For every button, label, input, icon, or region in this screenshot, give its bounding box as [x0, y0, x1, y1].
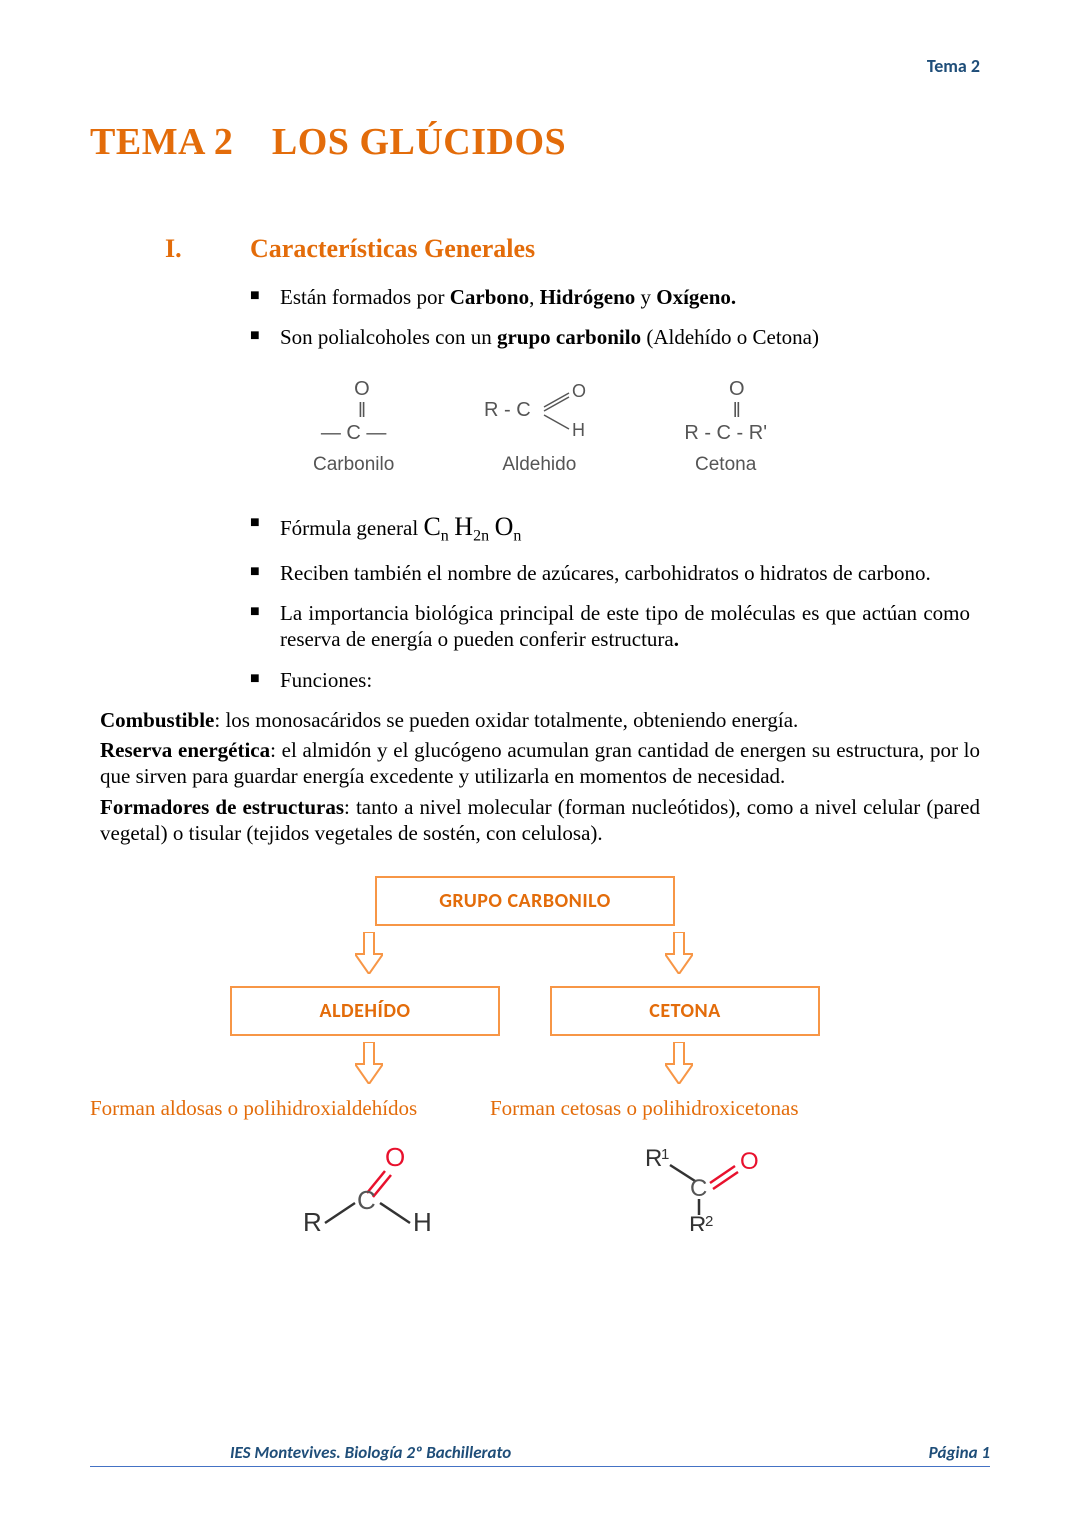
bullet-item: Son polialcoholes con un grupo carbonilo… — [250, 324, 970, 350]
section-heading: I.Características Generales — [165, 234, 990, 264]
ketone-molecule: R 1 C O R 2 — [615, 1141, 795, 1231]
text: , — [529, 285, 540, 309]
diagram-box-top: GRUPO CARBONILO — [375, 876, 675, 926]
text-bold: Combustible — [100, 708, 214, 732]
bullet-item: La importancia biológica principal de es… — [250, 600, 970, 653]
chem-structure: R - C O H — [484, 376, 594, 446]
diagram-text-right: Forman cetosas o polihidroxicetonas — [490, 1096, 799, 1121]
svg-text:1: 1 — [661, 1146, 669, 1163]
down-arrow-icon — [355, 1042, 383, 1084]
text-bold: Carbono — [450, 285, 529, 309]
svg-text:R: R — [303, 1207, 322, 1231]
bullet-list-bottom: Fórmula general Cn H2n On Reciben tambié… — [250, 511, 970, 693]
down-arrow-icon — [355, 932, 383, 974]
text-bold: Hidrógeno — [540, 285, 636, 309]
text: Están formados por — [280, 285, 450, 309]
chemical-structures-row: O ‖ — C — Carbonilo R - C O H Aldehido O… — [90, 376, 990, 476]
svg-text:C: C — [690, 1175, 707, 1202]
diagram-box-left: ALDEHÍDO — [230, 986, 500, 1036]
section-roman: I. — [165, 234, 250, 264]
functions-block: Combustible: los monosacáridos se pueden… — [100, 707, 980, 846]
page-footer: IES Montevives. Biología 2º Bachillerato… — [90, 1442, 990, 1467]
bullet-list-top: Están formados por Carbono, Hidrógeno y … — [250, 284, 970, 351]
main-title: TEMA 2 LOS GLÚCIDOS — [90, 120, 990, 164]
svg-text:R: R — [645, 1145, 662, 1172]
diagram-box-right: CETONA — [550, 986, 820, 1036]
footer-right: Página 1 — [929, 1442, 990, 1463]
text: Fórmula general — [280, 516, 423, 540]
svg-text:C: C — [357, 1185, 376, 1215]
header-tag: Tema 2 — [927, 55, 980, 77]
bullet-item: Fórmula general Cn H2n On — [250, 511, 970, 546]
chem-label: Cetona — [684, 454, 767, 476]
function-line: Reserva energética: el almidón y el gluc… — [100, 737, 980, 790]
carbonilo-diagram: GRUPO CARBONILO ALDEHÍDO CETONA Forman a… — [90, 876, 990, 1136]
text: (Aldehído o Cetona) — [641, 325, 819, 349]
chem-aldehido: R - C O H Aldehido — [484, 376, 594, 476]
footer-left: IES Montevives. Biología 2º Bachillerato — [230, 1442, 511, 1463]
svg-text:R: R — [689, 1212, 706, 1231]
chem-label: Carbonilo — [313, 454, 394, 476]
text: y — [635, 285, 656, 309]
svg-text:O: O — [572, 381, 586, 401]
svg-text:R - C: R - C — [484, 399, 531, 421]
bullet-item: Funciones: — [250, 667, 970, 693]
chem-structure: O ‖ — C — — [313, 376, 394, 446]
text-bold: Reserva energética — [100, 738, 270, 762]
diagram-text-left: Forman aldosas o polihidroxialdehídos — [90, 1096, 417, 1121]
bullet-item: Reciben también el nombre de azúcares, c… — [250, 560, 970, 586]
formula: Cn H2n On — [423, 515, 521, 540]
svg-text:H: H — [572, 420, 585, 440]
text-bold: Formadores de estructuras — [100, 795, 344, 819]
text-bold: Oxígeno. — [656, 285, 736, 309]
svg-text:O: O — [740, 1148, 759, 1175]
chem-structure: O ‖ R - C - R' — [684, 376, 767, 446]
svg-text:H: H — [413, 1207, 432, 1231]
chem-cetona: O ‖ R - C - R' Cetona — [684, 376, 767, 476]
bullet-item: Están formados por Carbono, Hidrógeno y … — [250, 284, 970, 310]
text: : los monosacáridos se pueden oxidar tot… — [214, 708, 798, 732]
down-arrow-icon — [665, 1042, 693, 1084]
text-bold: . — [674, 627, 679, 651]
text: La importancia biológica principal de es… — [280, 601, 970, 651]
svg-text:O: O — [385, 1142, 405, 1172]
down-arrow-icon — [665, 932, 693, 974]
text-bold: grupo carbonilo — [497, 325, 641, 349]
section-name: Características Generales — [250, 234, 535, 263]
text: Son polialcoholes con un — [280, 325, 497, 349]
svg-text:2: 2 — [705, 1213, 713, 1230]
chem-label: Aldehido — [484, 454, 594, 476]
function-line: Combustible: los monosacáridos se pueden… — [100, 707, 980, 733]
aldehyde-molecule: O C R H — [285, 1141, 465, 1231]
function-line: Formadores de estructuras: tanto a nivel… — [100, 794, 980, 847]
chem-carbonilo: O ‖ — C — Carbonilo — [313, 376, 394, 476]
molecule-row: O C R H R 1 C O R 2 — [90, 1141, 990, 1231]
